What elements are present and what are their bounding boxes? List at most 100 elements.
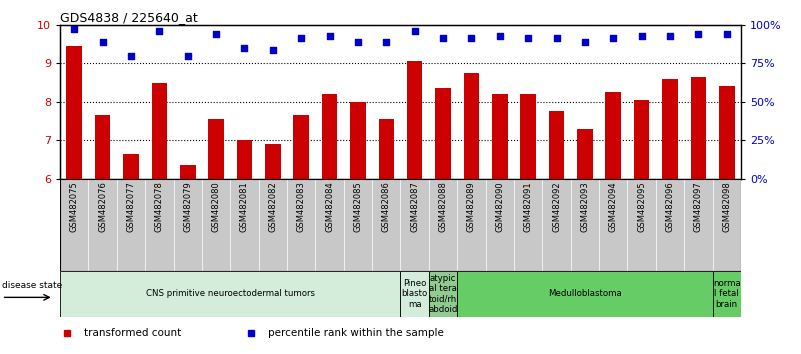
Text: GSM482081: GSM482081	[240, 182, 249, 232]
Text: CNS primitive neuroectodermal tumors: CNS primitive neuroectodermal tumors	[146, 289, 315, 298]
Text: GSM482088: GSM482088	[439, 182, 448, 233]
Bar	[202, 179, 231, 271]
Bar	[151, 82, 167, 179]
Bar	[231, 179, 259, 271]
Bar	[344, 179, 372, 271]
Point	[550, 35, 563, 41]
Point	[607, 35, 620, 41]
Bar	[145, 179, 174, 271]
Text: Medulloblastoma: Medulloblastoma	[548, 289, 622, 298]
Bar	[117, 179, 145, 271]
Bar	[435, 88, 451, 179]
Bar	[123, 154, 139, 179]
Bar	[713, 179, 741, 271]
Point	[153, 28, 166, 33]
Point	[352, 39, 364, 45]
Bar	[549, 112, 565, 179]
Text: GSM482096: GSM482096	[666, 182, 674, 232]
Bar	[60, 179, 88, 271]
Bar	[66, 46, 82, 179]
Bar	[690, 77, 706, 179]
Point	[521, 35, 534, 41]
Bar	[464, 73, 479, 179]
Text: GSM482092: GSM482092	[552, 182, 561, 232]
Point	[323, 34, 336, 39]
Bar	[577, 129, 593, 179]
Bar	[599, 179, 627, 271]
Point	[692, 32, 705, 37]
Bar	[457, 179, 485, 271]
Bar	[400, 271, 429, 317]
Bar	[379, 119, 394, 179]
Text: GSM482098: GSM482098	[723, 182, 731, 232]
Point	[663, 34, 676, 39]
Text: norma
l fetal
brain: norma l fetal brain	[713, 279, 741, 309]
Bar	[60, 271, 400, 317]
Point	[210, 32, 223, 37]
Bar	[400, 179, 429, 271]
Bar	[259, 179, 287, 271]
Bar	[627, 179, 656, 271]
Text: GSM482089: GSM482089	[467, 182, 476, 232]
Bar	[634, 100, 650, 179]
Bar	[662, 79, 678, 179]
Text: GSM482076: GSM482076	[99, 182, 107, 233]
Text: atypic
al tera
toid/rh
abdoid: atypic al tera toid/rh abdoid	[429, 274, 457, 314]
Bar	[287, 179, 316, 271]
Bar	[606, 92, 621, 179]
Bar	[95, 115, 111, 179]
Bar	[316, 179, 344, 271]
Text: GSM482086: GSM482086	[382, 182, 391, 233]
Text: GSM482085: GSM482085	[353, 182, 362, 232]
Text: GDS4838 / 225640_at: GDS4838 / 225640_at	[60, 11, 198, 24]
Text: disease state: disease state	[2, 281, 62, 290]
Bar	[514, 179, 542, 271]
Point	[409, 28, 421, 33]
Bar	[429, 179, 457, 271]
Point	[437, 35, 449, 41]
Text: GSM482091: GSM482091	[524, 182, 533, 232]
Text: GSM482093: GSM482093	[581, 182, 590, 232]
Bar	[485, 179, 514, 271]
Point	[465, 35, 478, 41]
Text: GSM482095: GSM482095	[637, 182, 646, 232]
Bar	[492, 94, 508, 179]
Text: GSM482090: GSM482090	[495, 182, 505, 232]
Point	[96, 39, 109, 45]
Text: GSM482080: GSM482080	[211, 182, 220, 232]
Bar	[656, 179, 684, 271]
Text: GSM482082: GSM482082	[268, 182, 277, 232]
Text: GSM482083: GSM482083	[296, 182, 306, 233]
Bar	[457, 271, 713, 317]
Bar	[236, 140, 252, 179]
Text: GSM482097: GSM482097	[694, 182, 702, 232]
Bar	[322, 94, 337, 179]
Point	[267, 47, 280, 53]
Bar	[293, 115, 309, 179]
Point	[238, 45, 251, 51]
Point	[125, 53, 138, 58]
Bar	[407, 61, 422, 179]
Bar	[713, 271, 741, 317]
Point	[68, 26, 81, 32]
Bar	[265, 144, 280, 179]
Bar	[174, 179, 202, 271]
Point	[380, 39, 392, 45]
Text: GSM482077: GSM482077	[127, 182, 135, 233]
Bar	[684, 179, 713, 271]
Point	[720, 32, 733, 37]
Text: GSM482084: GSM482084	[325, 182, 334, 232]
Point	[493, 34, 506, 39]
Point	[295, 35, 308, 41]
Bar	[719, 86, 735, 179]
Text: GSM482075: GSM482075	[70, 182, 78, 232]
Text: transformed count: transformed count	[84, 328, 181, 338]
Bar	[88, 179, 117, 271]
Text: GSM482094: GSM482094	[609, 182, 618, 232]
Point	[578, 39, 591, 45]
Bar	[372, 179, 400, 271]
Text: percentile rank within the sample: percentile rank within the sample	[268, 328, 444, 338]
Bar	[570, 179, 599, 271]
Bar	[521, 94, 536, 179]
Bar	[542, 179, 570, 271]
